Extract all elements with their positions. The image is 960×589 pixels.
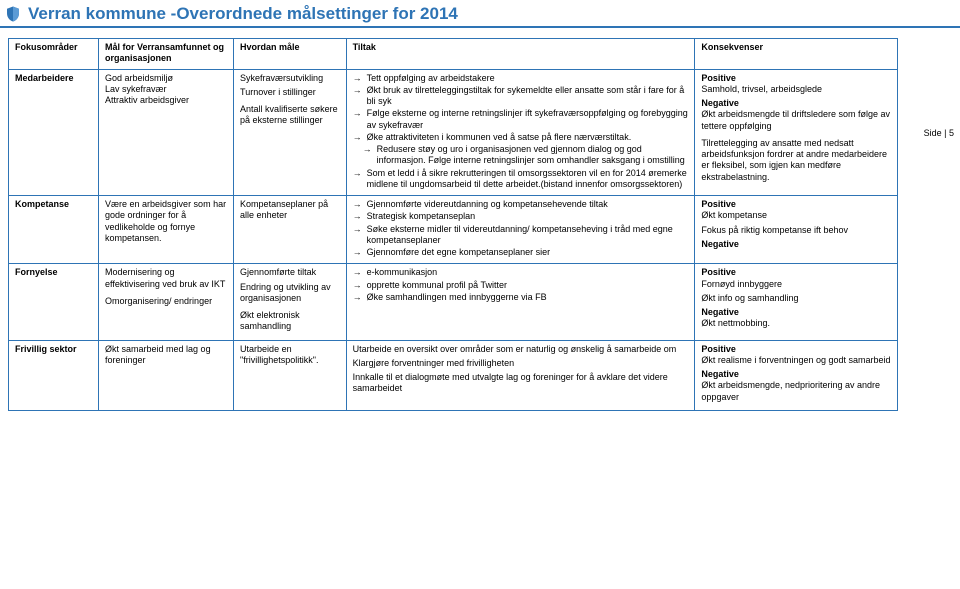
tiltak-item: Følge eksterne og interne retningslinjer… [353, 108, 689, 131]
shield-icon [4, 5, 22, 23]
measure-cell: Gjennomførte tiltak Endring og utvikling… [234, 264, 347, 340]
tiltak-cell: Gjennomførte videreutdanning og kompetan… [346, 196, 695, 264]
positive-text: Økt info og samhandling [701, 293, 891, 304]
col-header-focus: Fokusområder [9, 39, 99, 70]
konsekvenser-cell: Positive Økt realisme i forventningen og… [695, 340, 898, 410]
tiltak-item: e-kommunikasjon [353, 267, 689, 278]
negative-text: Økt arbeidsmengde til driftsledere som f… [701, 109, 891, 132]
tiltak-item: Gjennomførte videreutdanning og kompetan… [353, 199, 689, 210]
konsekvenser-cell: Positive Samhold, trivsel, arbeidsglede … [695, 69, 898, 196]
col-header-tiltak: Tiltak [346, 39, 695, 70]
negative-label: Negative [701, 307, 891, 318]
positive-label: Positive [701, 267, 891, 278]
tiltak-cell: Tett oppfølging av arbeidstakere Økt bru… [346, 69, 695, 196]
page-title: Verran kommune -Overordnede målsettinger… [28, 4, 458, 24]
table-row: Fornyelse Modernisering og effektiviseri… [9, 264, 898, 340]
goals-table: Fokusområder Mål for Verransamfunnet og … [8, 38, 898, 411]
positive-text: Fornøyd innbyggere [701, 279, 891, 290]
tiltak-item: Strategisk kompetanseplan [353, 211, 689, 222]
focus-kompetanse: Kompetanse [9, 196, 99, 264]
measure-text: Gjennomførte tiltak [240, 267, 340, 278]
tiltak-text: Utarbeide en oversikt over områder som e… [353, 344, 689, 355]
measure-text: Endring og utvikling av organisasjonen [240, 282, 340, 305]
positive-text: Samhold, trivsel, arbeidsglede [701, 84, 891, 95]
negative-text: Økt nettmobbing. [701, 318, 891, 329]
goal-text: Lav sykefravær [105, 84, 167, 94]
goal-text: Omorganisering/ endringer [105, 296, 227, 307]
col-header-measure: Hvordan måle [234, 39, 347, 70]
positive-text: Fokus på riktig kompetanse ift behov [701, 225, 891, 236]
tiltak-item: Som et ledd i å sikre rekrutteringen til… [353, 168, 689, 191]
measure-cell: Utarbeide en "frivillighetspolitikk". [234, 340, 347, 410]
tiltak-item: opprette kommunal profil på Twitter [353, 280, 689, 291]
focus-frivillig: Frivillig sektor [9, 340, 99, 410]
tiltak-item: Øke attraktiviteten i kommunen ved å sat… [353, 132, 689, 143]
goal-cell: Være en arbeidsgiver som har gode ordnin… [99, 196, 234, 264]
measure-text: Antall kvalifiserte søkere på eksterne s… [240, 104, 340, 127]
measure-cell: Sykefraværsutvikling Turnover i stilling… [234, 69, 347, 196]
measure-text: Økt elektronisk samhandling [240, 310, 340, 333]
konsekvenser-cell: Positive Økt kompetanse Fokus på riktig … [695, 196, 898, 264]
positive-text: Økt realisme i forventningen og godt sam… [701, 355, 891, 366]
positive-label: Positive [701, 199, 891, 210]
konsekvenser-cell: Positive Fornøyd innbyggere Økt info og … [695, 264, 898, 340]
tiltak-cell: Utarbeide en oversikt over områder som e… [346, 340, 695, 410]
table-header-row: Fokusområder Mål for Verransamfunnet og … [9, 39, 898, 70]
negative-label: Negative [701, 239, 891, 250]
tiltak-item: Tett oppfølging av arbeidstakere [353, 73, 689, 84]
positive-label: Positive [701, 73, 891, 84]
negative-text: Økt arbeidsmengde, nedprioritering av an… [701, 380, 891, 403]
negative-label: Negative [701, 369, 891, 380]
goal-cell: God arbeidsmiljø Lav sykefravær Attrakti… [99, 69, 234, 196]
focus-medarbeidere: Medarbeidere [9, 69, 99, 196]
page-number: Side | 5 [924, 128, 954, 138]
negative-label: Negative [701, 98, 891, 109]
col-header-goal: Mål for Verransamfunnet og organisasjone… [99, 39, 234, 70]
goal-cell: Modernisering og effektivisering ved bru… [99, 264, 234, 340]
tiltak-text: Innkalle til et dialogmøte med utvalgte … [353, 372, 689, 395]
tiltak-item: Økt bruk av tilretteleggingstiltak for s… [353, 85, 689, 108]
table-row: Medarbeidere God arbeidsmiljø Lav sykefr… [9, 69, 898, 196]
tiltak-item: Redusere støy og uro i organisasjonen ve… [363, 144, 689, 167]
col-header-konsekvenser: Konsekvenser [695, 39, 898, 70]
tiltak-item: Øke samhandlingen med innbyggerne via FB [353, 292, 689, 303]
table-row: Kompetanse Være en arbeidsgiver som har … [9, 196, 898, 264]
table-row: Frivillig sektor Økt samarbeid med lag o… [9, 340, 898, 410]
page-header: Verran kommune -Overordnede målsettinger… [0, 0, 960, 28]
negative-text: Tilrettelegging av ansatte med nedsatt a… [701, 138, 891, 183]
measure-text: Sykefraværsutvikling [240, 73, 340, 84]
goal-cell: Økt samarbeid med lag og foreninger [99, 340, 234, 410]
tiltak-item: Gjennomføre det egne kompetanseplaner si… [353, 247, 689, 258]
goal-text: Modernisering og effektivisering ved bru… [105, 267, 227, 290]
measure-text: Turnover i stillinger [240, 87, 340, 98]
tiltak-item: Søke eksterne midler til videreutdanning… [353, 224, 689, 247]
focus-fornyelse: Fornyelse [9, 264, 99, 340]
goal-text: God arbeidsmiljø [105, 73, 173, 83]
measure-cell: Kompetanseplaner på alle enheter [234, 196, 347, 264]
positive-label: Positive [701, 344, 891, 355]
tiltak-cell: e-kommunikasjon opprette kommunal profil… [346, 264, 695, 340]
positive-text: Økt kompetanse [701, 210, 891, 221]
goal-text: Attraktiv arbeidsgiver [105, 95, 189, 105]
tiltak-text: Klargjøre forventninger med frivillighet… [353, 358, 689, 369]
